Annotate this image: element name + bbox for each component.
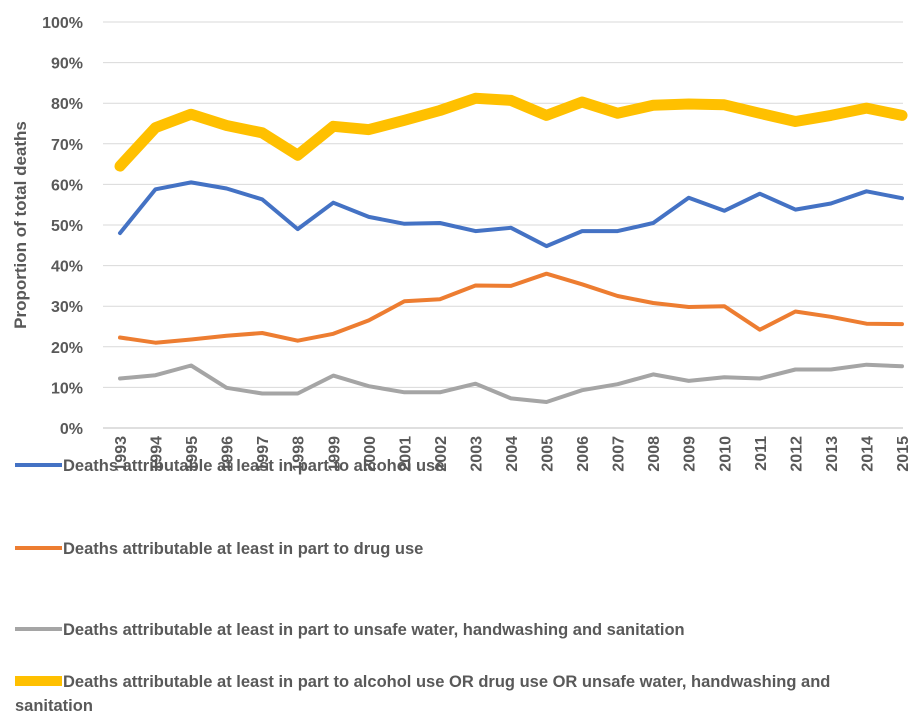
- y-tick-label: 90%: [51, 56, 83, 73]
- x-tick-label: 1997: [255, 436, 272, 472]
- x-tick-label: 2008: [646, 436, 663, 472]
- x-tick-label: 2006: [575, 436, 592, 472]
- y-axis-title: Proportion of total deaths: [11, 121, 30, 329]
- x-tick-label: 2015: [895, 436, 912, 472]
- x-tick-label: 2010: [717, 436, 734, 472]
- y-tick-label: 0%: [60, 421, 83, 438]
- y-tick-label: 80%: [51, 96, 83, 113]
- legend-item: Deaths attributable at least in part to …: [15, 540, 423, 558]
- legend-label: Deaths attributable at least in part to …: [63, 621, 685, 639]
- y-tick-label: 60%: [51, 177, 83, 194]
- x-tick-label: 2005: [540, 436, 557, 472]
- y-tick-label: 70%: [51, 137, 83, 154]
- series-line: [118, 362, 904, 404]
- legend-item: Deaths attributable at least in part to …: [15, 621, 685, 639]
- legend-label: Deaths attributable at least in part to …: [63, 540, 423, 558]
- gridlines: [103, 21, 903, 429]
- series-line: [114, 92, 908, 172]
- y-tick-label: 10%: [51, 380, 83, 397]
- x-tick-label: 1993: [113, 436, 130, 472]
- x-tick-label: 1996: [220, 436, 237, 472]
- legend-item: Deaths attributable at least in part to …: [15, 673, 830, 715]
- legend-label: Deaths attributable at least in part to …: [63, 457, 444, 475]
- x-tick-label: 1994: [149, 436, 166, 472]
- x-tick-label: 2013: [824, 436, 841, 472]
- x-tick-label: 2014: [859, 436, 876, 472]
- x-tick-label: 2011: [753, 436, 770, 471]
- x-tick-label: 2003: [468, 436, 485, 472]
- legend: Deaths attributable at least in part to …: [15, 457, 830, 715]
- legend-label: Deaths attributable at least in part to …: [15, 673, 830, 713]
- x-tick-label: 2009: [682, 436, 699, 472]
- x-tick-label: 1995: [184, 436, 201, 472]
- y-axis-tick-labels: 0% 10% 20% 30% 40% 50% 60% 70% 80% 90% 100%: [42, 15, 83, 438]
- x-tick-label: 1999: [326, 436, 343, 472]
- y-tick-label: 30%: [51, 299, 83, 316]
- y-tick-label: 20%: [51, 340, 83, 357]
- series-line: [118, 271, 904, 345]
- y-tick-label: 40%: [51, 259, 83, 276]
- x-axis-tick-labels: 1993 1994 1995 1996 1997 1998 1999 2000 2001 2002…: [113, 436, 912, 472]
- x-tick-label: 2004: [504, 436, 521, 472]
- x-tick-label: 2012: [788, 436, 805, 472]
- x-tick-label: 2002: [433, 436, 450, 472]
- x-tick-label: 2007: [611, 436, 628, 472]
- series-line: [118, 180, 904, 249]
- x-tick-label: 1998: [291, 436, 308, 472]
- legend-item: Deaths attributable at least in part to …: [15, 457, 444, 475]
- series-lines: [114, 92, 908, 404]
- y-tick-label: 100%: [42, 15, 83, 32]
- y-tick-label: 50%: [51, 218, 83, 235]
- x-tick-label: 2001: [397, 436, 414, 472]
- x-tick-label: 2000: [362, 436, 379, 472]
